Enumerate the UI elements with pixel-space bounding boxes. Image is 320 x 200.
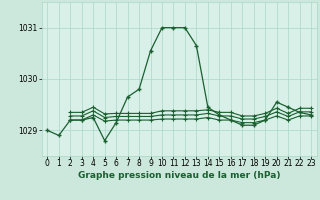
X-axis label: Graphe pression niveau de la mer (hPa): Graphe pression niveau de la mer (hPa): [78, 171, 280, 180]
